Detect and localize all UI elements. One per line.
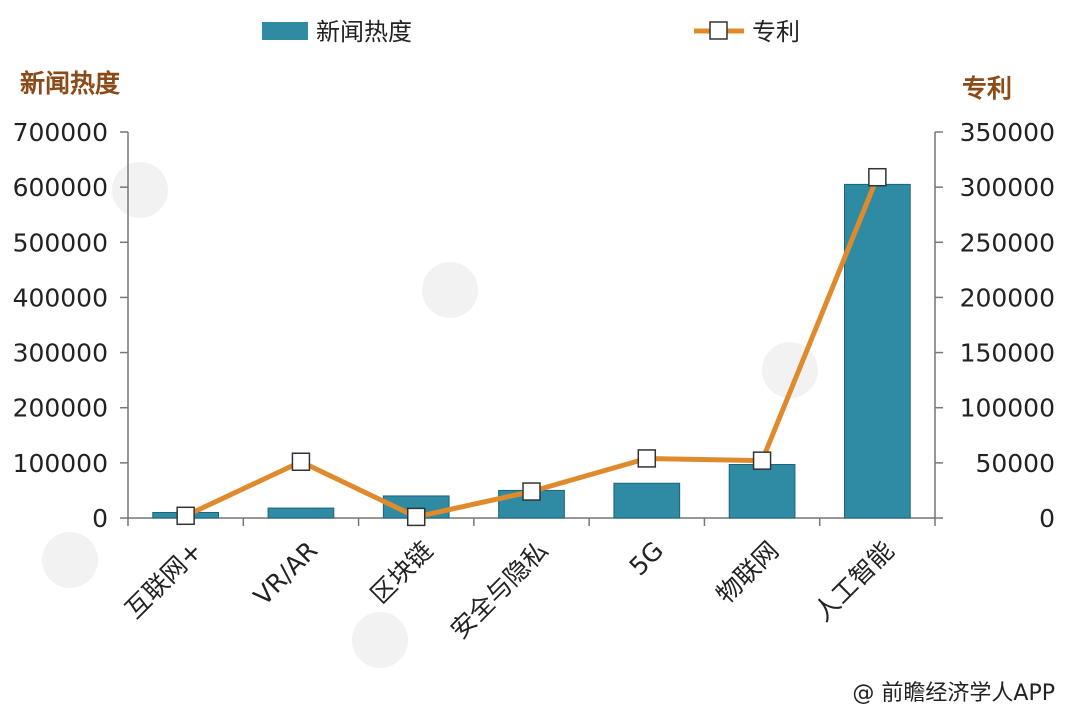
category-label: 人工智能 — [808, 536, 899, 627]
legend-line-marker — [709, 21, 728, 40]
category-label: VR/AR — [248, 536, 323, 611]
category-label: 5G — [624, 536, 669, 581]
patent-point-物联网 — [752, 451, 772, 470]
patent-point-安全与隐私 — [522, 482, 541, 501]
bar-物联网 — [728, 464, 796, 519]
bar-人工智能 — [844, 183, 911, 519]
x-ticks — [127, 518, 936, 526]
left-tick-label: 0 — [92, 504, 108, 533]
category-label: 区块链 — [365, 536, 439, 610]
left-tick-label: 600000 — [13, 173, 108, 202]
legend: 新闻热度 专利 — [262, 18, 800, 46]
category-label: 互联网+ — [120, 536, 208, 624]
right-tick-label: 250000 — [960, 228, 1055, 257]
bar-5G — [613, 482, 681, 519]
right-tick-label: 350000 — [960, 118, 1055, 147]
bar-VR/AR — [267, 507, 335, 519]
right-tick-label: 0 — [1039, 504, 1055, 533]
bars — [152, 183, 911, 519]
patent-point-5G — [637, 449, 657, 468]
left-tick-label: 400000 — [13, 283, 108, 312]
patent-point-互联网+ — [176, 506, 195, 526]
right-tick-label: 50000 — [975, 449, 1055, 478]
category-label: 安全与隐私 — [445, 536, 554, 645]
legend-bar-swatch — [262, 22, 308, 40]
left-ticks: 0 100000 200000 300000 400000 500000 600000 700… — [13, 118, 128, 533]
left-tick-label: 500000 — [13, 228, 108, 257]
right-ticks: 0 50000 100000 150000 200000 250000 300000 3500… — [935, 118, 1055, 533]
right-tick-label: 100000 — [960, 394, 1055, 423]
line-series — [176, 167, 887, 527]
right-tick-label: 300000 — [960, 173, 1055, 202]
left-tick-label: 300000 — [13, 339, 108, 368]
category-label: 物联网 — [711, 536, 785, 610]
category-labels: 互联网+ VR/AR 区块链 安全与隐私 5G 物联网 人工智能 — [120, 536, 900, 645]
right-tick-label: 150000 — [960, 339, 1055, 368]
patent-point-VR/AR — [291, 452, 311, 472]
left-tick-label: 700000 — [13, 118, 108, 147]
right-tick-label: 200000 — [960, 283, 1055, 312]
patent-point-区块链 — [406, 507, 426, 527]
credit: @ 前瞻经济学人APP — [852, 681, 1055, 706]
legend-line-label: 专利 — [752, 18, 800, 46]
left-tick-label: 100000 — [13, 449, 108, 478]
left-axis-title: 新闻热度 — [20, 69, 120, 98]
left-tick-label: 200000 — [13, 394, 108, 423]
right-axis-title: 专利 — [962, 74, 1012, 103]
legend-bar-label: 新闻热度 — [316, 18, 412, 46]
patent-point-人工智能 — [868, 167, 887, 187]
